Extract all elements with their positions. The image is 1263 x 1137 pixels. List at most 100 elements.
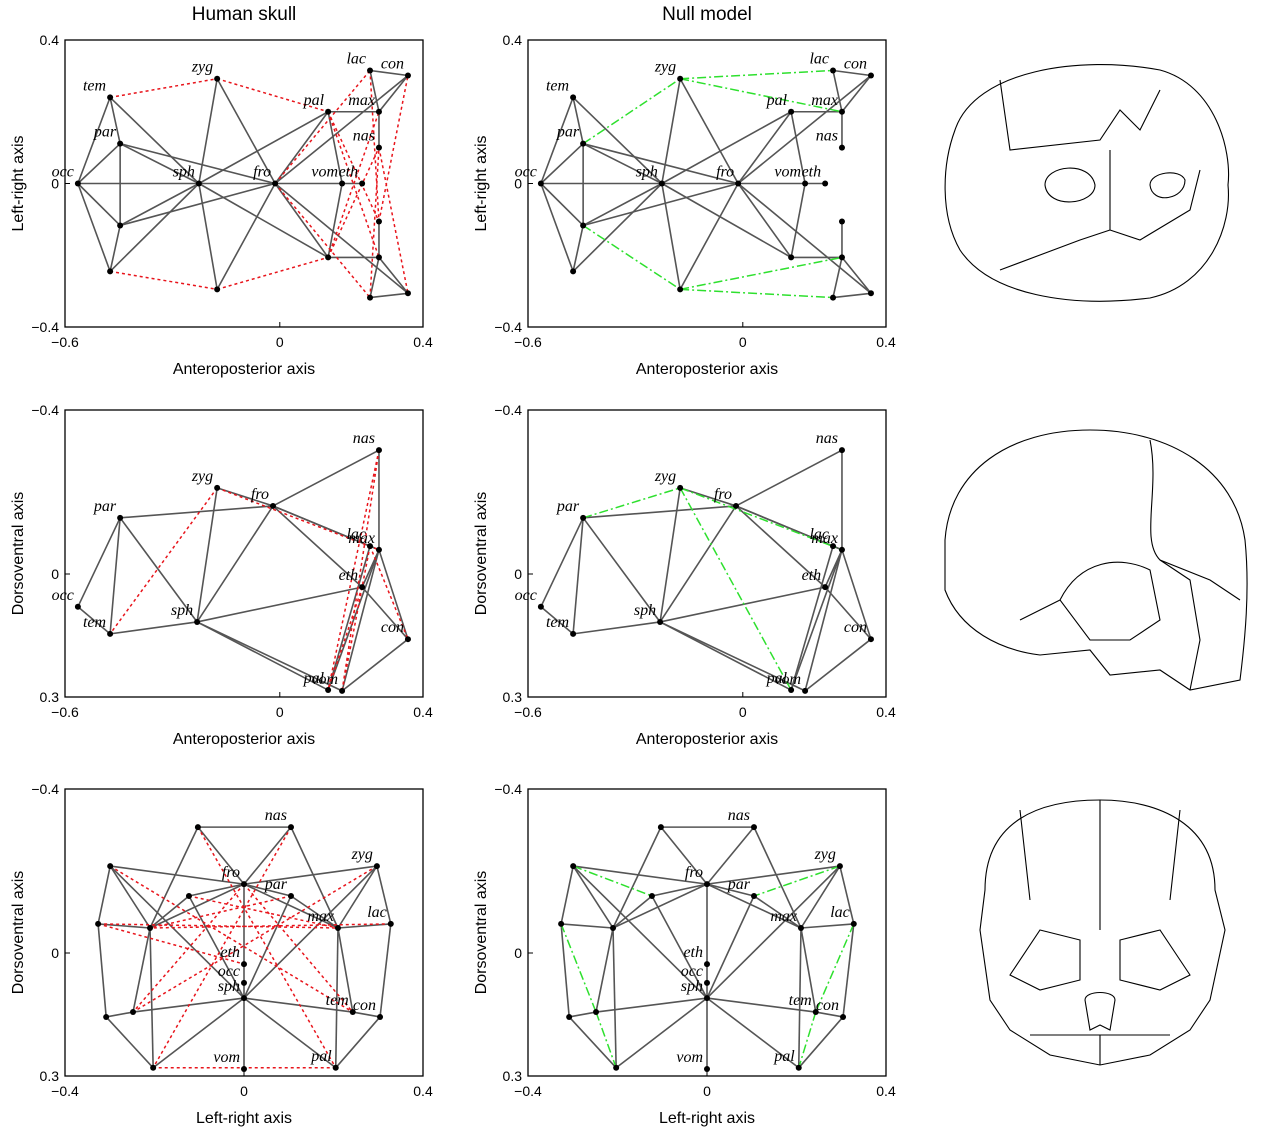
node bbox=[830, 295, 836, 301]
edge bbox=[120, 506, 273, 518]
x-tick-label: 0 bbox=[276, 704, 284, 720]
node-label: par bbox=[93, 498, 117, 515]
node-label: zyg bbox=[351, 846, 373, 863]
y-axis-label: Left-right axis bbox=[473, 135, 490, 231]
y-tick-label: 0 bbox=[514, 945, 522, 961]
node bbox=[570, 863, 576, 869]
x-tick-label: 0 bbox=[703, 1083, 711, 1099]
node bbox=[325, 109, 331, 115]
edge bbox=[583, 79, 680, 144]
node-label: vom bbox=[311, 164, 338, 181]
edge bbox=[561, 924, 613, 928]
node bbox=[376, 145, 382, 151]
node-label: zyg bbox=[814, 846, 836, 863]
node bbox=[325, 687, 331, 693]
y-tick-label: 0 bbox=[51, 566, 59, 582]
node bbox=[538, 604, 544, 610]
node bbox=[704, 980, 710, 986]
node-label: fro bbox=[222, 864, 240, 881]
edge bbox=[541, 184, 573, 272]
edge bbox=[110, 225, 120, 271]
node bbox=[288, 824, 294, 830]
node bbox=[677, 286, 683, 292]
y-tick-label: 0.4 bbox=[40, 32, 60, 48]
x-axis-label: Anteroposterior axis bbox=[636, 731, 778, 748]
node-label: par bbox=[93, 124, 117, 141]
node bbox=[868, 290, 874, 296]
edge bbox=[78, 144, 120, 184]
node bbox=[822, 181, 828, 187]
node bbox=[704, 995, 710, 1001]
edge bbox=[561, 924, 569, 1017]
x-tick-label: −0.4 bbox=[51, 1083, 79, 1099]
node bbox=[570, 94, 576, 100]
node-label: nas bbox=[353, 430, 375, 447]
x-tick-label: 0.4 bbox=[876, 334, 896, 350]
x-tick-label: −0.6 bbox=[514, 704, 542, 720]
y-tick-label: 0.3 bbox=[40, 689, 60, 705]
x-tick-label: 0 bbox=[240, 1083, 248, 1099]
node bbox=[839, 547, 845, 553]
edge bbox=[197, 506, 273, 622]
edge bbox=[569, 1012, 596, 1017]
y-tick-label: 0 bbox=[51, 945, 59, 961]
x-tick-label: −0.4 bbox=[514, 1083, 542, 1099]
node bbox=[613, 1065, 619, 1071]
node bbox=[75, 181, 81, 187]
node bbox=[677, 485, 683, 491]
node bbox=[359, 584, 365, 590]
node-label: con bbox=[381, 56, 404, 73]
node-label: pal bbox=[773, 1048, 795, 1065]
edge bbox=[217, 257, 328, 289]
edge bbox=[754, 866, 840, 896]
node-label: con bbox=[381, 619, 404, 636]
edge bbox=[199, 184, 328, 258]
node bbox=[107, 863, 113, 869]
node-label: tem bbox=[83, 614, 106, 631]
edge bbox=[110, 271, 217, 289]
edge bbox=[150, 896, 291, 928]
node bbox=[657, 619, 663, 625]
node bbox=[186, 893, 192, 899]
node-label: tem bbox=[546, 77, 569, 94]
node-label: par bbox=[727, 876, 751, 893]
node-label: max bbox=[348, 92, 375, 109]
node-label: vom bbox=[774, 671, 801, 688]
x-axis-label: Anteroposterior axis bbox=[636, 361, 778, 378]
node-label: occ bbox=[52, 587, 74, 604]
edge bbox=[379, 257, 408, 293]
node bbox=[117, 515, 123, 521]
edge bbox=[197, 488, 217, 622]
node bbox=[868, 636, 874, 642]
node bbox=[570, 631, 576, 637]
node-label: zyg bbox=[654, 468, 676, 485]
node bbox=[376, 447, 382, 453]
node-label: con bbox=[353, 997, 376, 1014]
node bbox=[75, 604, 81, 610]
node bbox=[704, 961, 710, 967]
node-label: sph bbox=[681, 978, 703, 995]
edge bbox=[110, 622, 197, 634]
skull-top-view bbox=[945, 65, 1228, 302]
panel: Anteroposterior axisDorsoventral axis−0.… bbox=[473, 402, 896, 748]
node bbox=[107, 94, 113, 100]
node bbox=[580, 141, 586, 147]
node bbox=[704, 881, 710, 887]
edge bbox=[660, 506, 736, 622]
x-axis-label: Left-right axis bbox=[659, 1110, 755, 1127]
edge bbox=[573, 866, 613, 928]
node bbox=[377, 1014, 383, 1020]
node bbox=[270, 503, 276, 509]
y-axis-label: Dorsoventral axis bbox=[10, 492, 27, 616]
node bbox=[196, 181, 202, 187]
edge bbox=[197, 587, 362, 622]
node bbox=[241, 961, 247, 967]
node bbox=[130, 1009, 136, 1015]
edge bbox=[791, 184, 805, 258]
edge bbox=[106, 1017, 153, 1068]
node bbox=[195, 824, 201, 830]
node bbox=[405, 636, 411, 642]
edge bbox=[583, 506, 736, 518]
node bbox=[272, 181, 278, 187]
